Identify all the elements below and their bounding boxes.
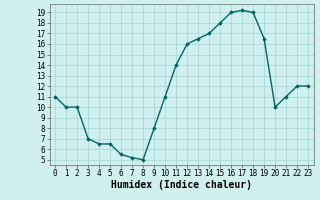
X-axis label: Humidex (Indice chaleur): Humidex (Indice chaleur) bbox=[111, 180, 252, 190]
